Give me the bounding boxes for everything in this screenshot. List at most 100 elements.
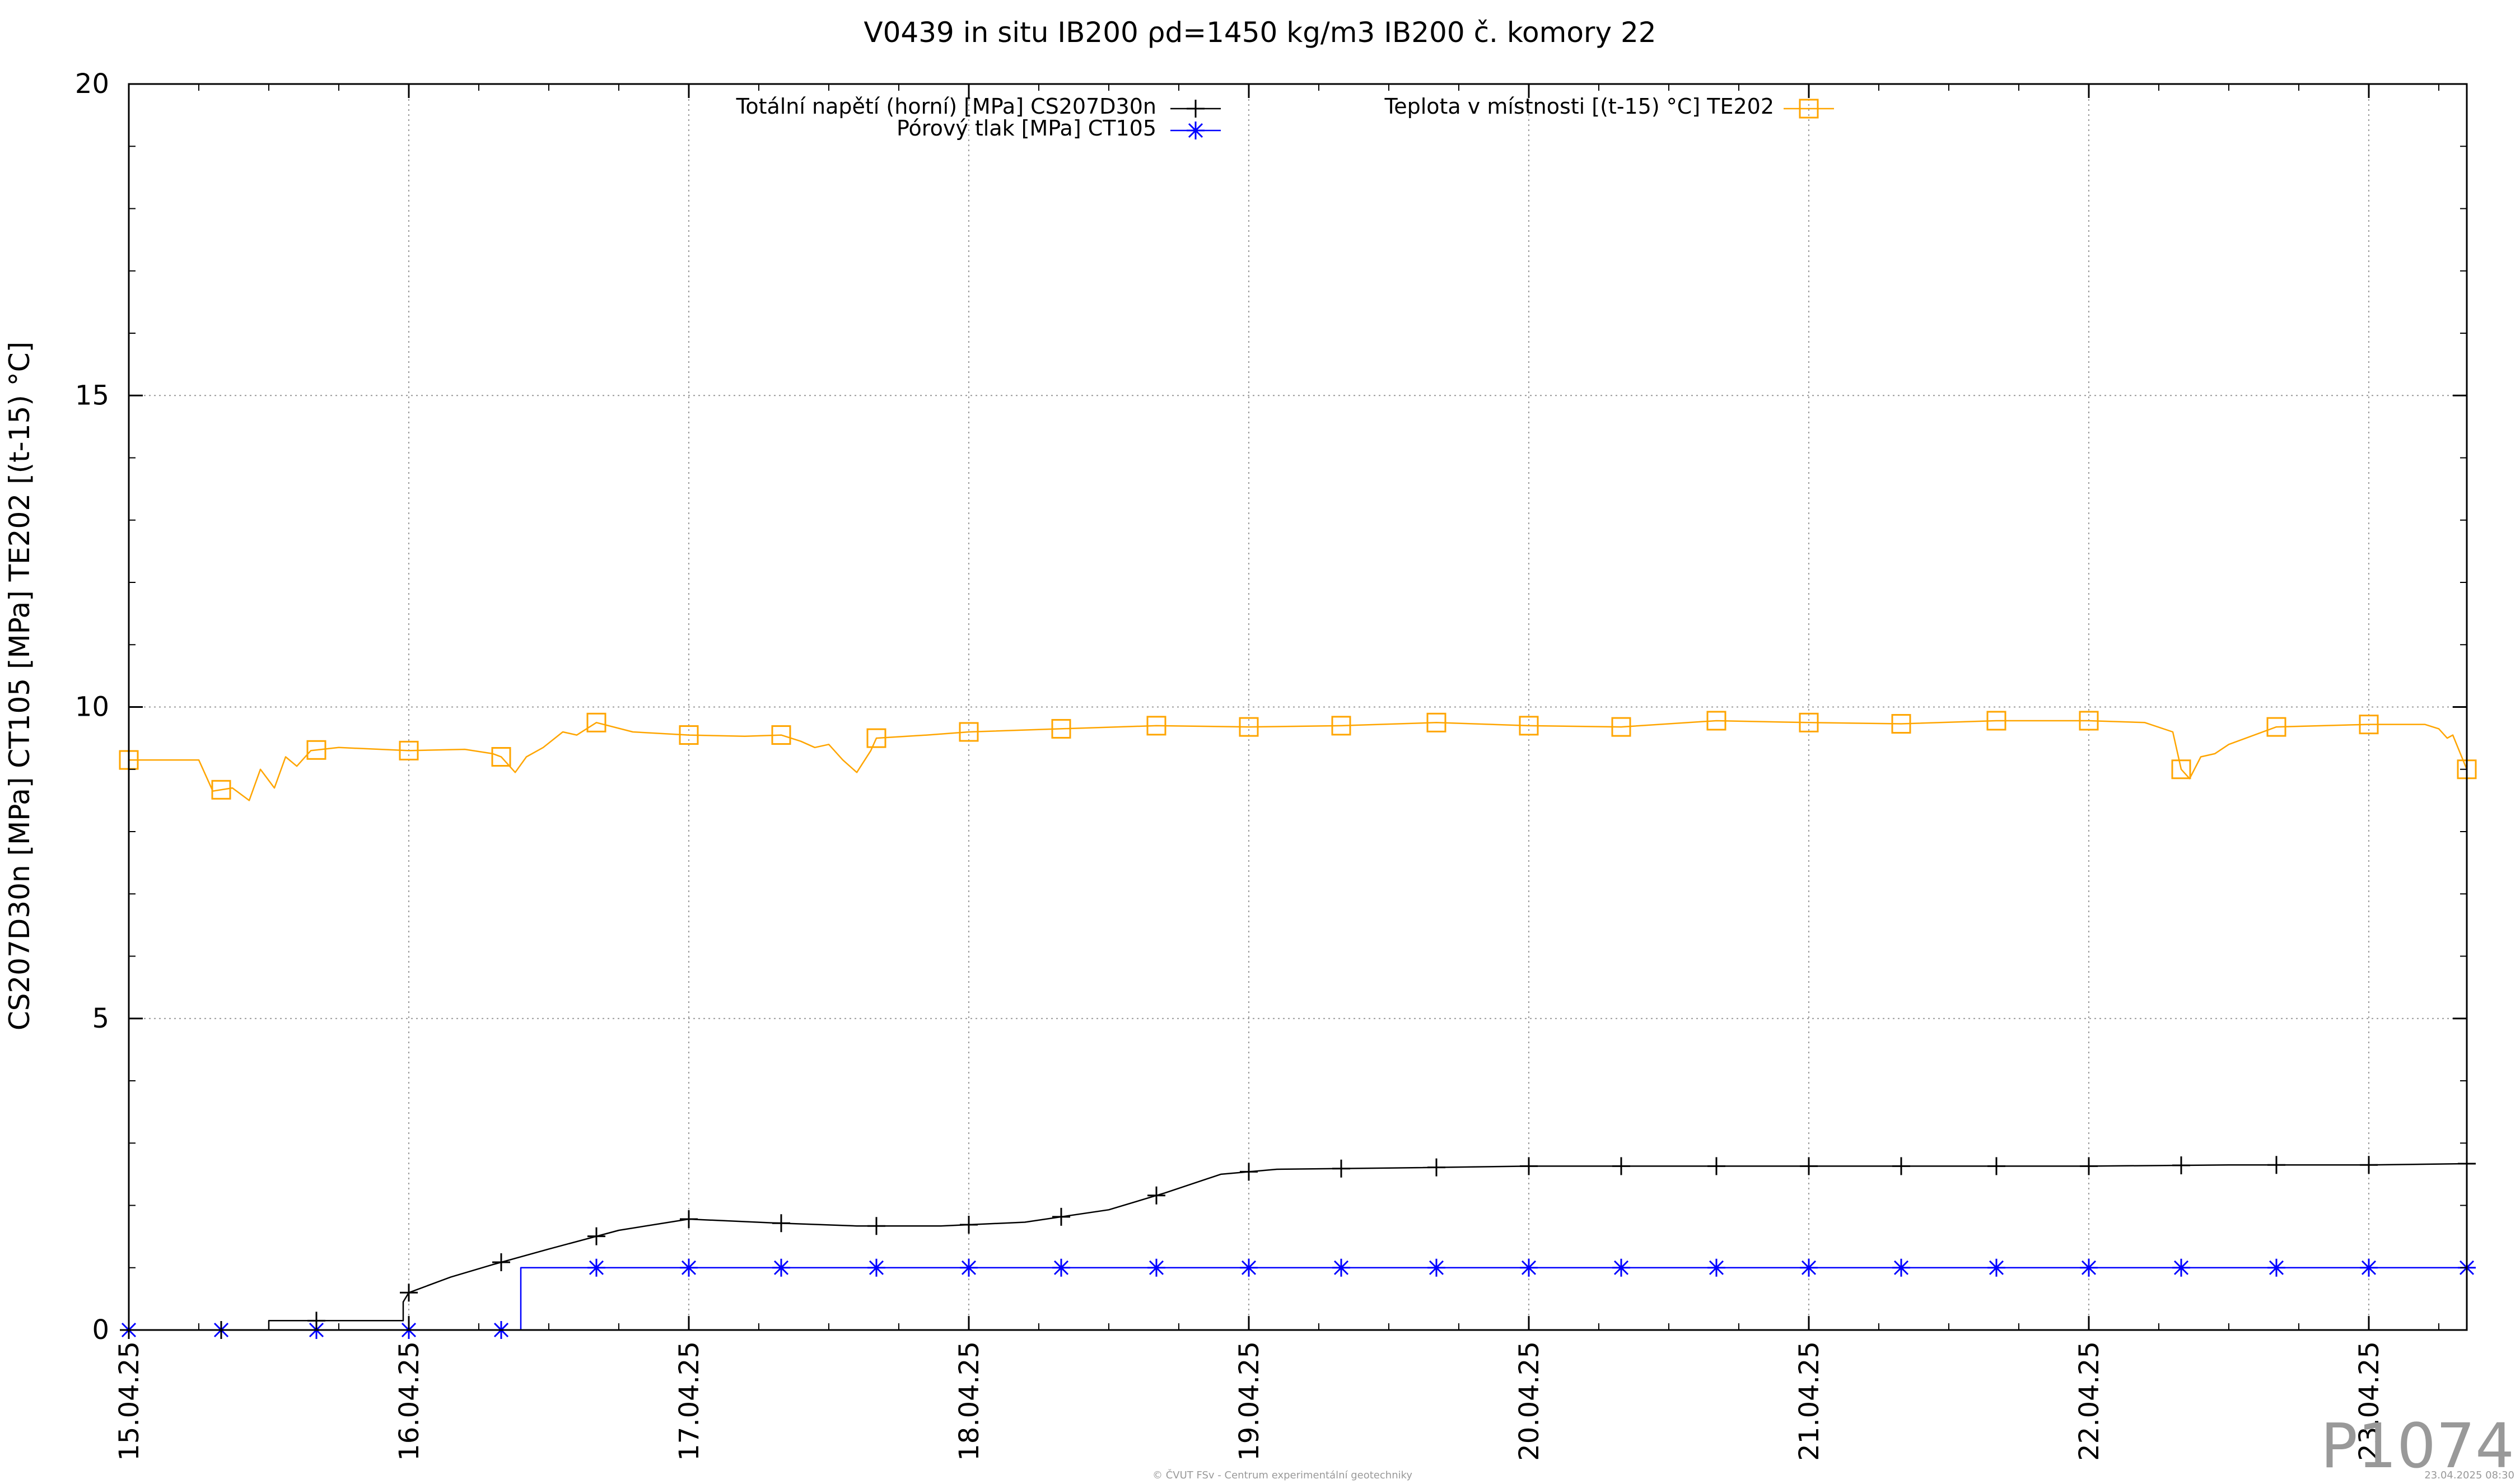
x-tick-label: 23.04.25 — [2354, 1341, 2385, 1461]
legend-label: Totální napětí (horní) [MPa] CS207D30n — [736, 94, 1156, 119]
data-point-marker — [2079, 711, 2099, 731]
data-point-marker — [867, 1217, 885, 1235]
x-tick-label: 18.04.25 — [954, 1341, 985, 1461]
data-point-marker — [1239, 717, 1259, 737]
footer-copyright: © ČVUT FSv - Centrum experimentální geot… — [1152, 1469, 1412, 1481]
series-line — [129, 1163, 2467, 1331]
data-point-marker — [1051, 718, 1071, 739]
grid-layer — [129, 84, 2467, 1330]
footer-timestamp: 23.04.2025 08:30 — [2424, 1469, 2514, 1481]
data-point-marker — [587, 1258, 605, 1277]
data-point-marker — [211, 780, 231, 800]
data-point-marker — [1520, 1258, 1538, 1277]
data-point-marker — [1612, 1258, 1630, 1277]
data-point-marker — [1707, 1258, 1725, 1277]
data-point-marker — [1052, 1258, 1070, 1277]
data-point-marker — [1707, 1157, 1725, 1175]
data-point-marker — [1519, 716, 1539, 736]
y-tick-label: 10 — [75, 692, 109, 723]
data-point-marker — [2172, 1258, 2190, 1277]
x-tick-label: 20.04.25 — [1514, 1341, 1545, 1461]
data-point-marker — [1332, 1258, 1350, 1277]
data-point-marker — [2080, 1157, 2098, 1175]
data-point-marker — [867, 1258, 885, 1277]
data-point-marker — [2172, 1156, 2190, 1174]
legend-marker — [1187, 100, 1205, 118]
legend-marker — [1187, 122, 1205, 139]
chart-title: V0439 in situ IB200 ρd=1450 kg/m3 IB200 … — [864, 16, 1656, 49]
data-point-marker — [960, 1258, 978, 1277]
data-point-marker — [1799, 712, 1819, 732]
data-point-marker — [959, 722, 979, 742]
data-point-marker — [2267, 1258, 2285, 1277]
data-point-marker — [1892, 1157, 1910, 1175]
y-tick-label: 15 — [75, 380, 109, 411]
data-point-marker — [1240, 1258, 1258, 1277]
data-point-marker — [1427, 1258, 1445, 1277]
data-point-marker — [1891, 714, 1911, 734]
data-point-marker — [1052, 1207, 1070, 1226]
x-tick-label: 16.04.25 — [394, 1341, 425, 1461]
data-point-marker — [1426, 712, 1446, 732]
legend-entry: Totální napětí (horní) [MPa] CS207D30n — [736, 94, 1221, 119]
data-point-marker — [587, 1227, 605, 1245]
data-point-marker — [1147, 1258, 1165, 1277]
data-point-marker — [679, 725, 699, 745]
data-point-marker — [2360, 1156, 2378, 1174]
data-point-marker — [2171, 759, 2191, 780]
data-point-marker — [492, 1253, 510, 1272]
data-point-marker — [1892, 1258, 1910, 1277]
data-point-marker — [491, 747, 511, 767]
data-point-marker — [772, 1258, 790, 1277]
data-point-marker — [866, 728, 886, 748]
data-point-marker — [2266, 717, 2286, 737]
legend-marker — [1799, 99, 1819, 119]
data-point-marker — [586, 712, 606, 732]
data-point-marker — [2360, 1258, 2378, 1277]
data-point-marker — [1147, 1186, 1165, 1205]
watermark: P1074 — [2321, 1410, 2514, 1482]
x-tick-label: 15.04.25 — [114, 1341, 145, 1461]
x-tick-label: 19.04.25 — [1234, 1341, 1265, 1461]
data-point-marker — [1986, 711, 2006, 731]
data-point-marker — [1800, 1258, 1818, 1277]
data-point-marker — [680, 1258, 698, 1277]
data-point-marker — [2267, 1156, 2285, 1174]
y-axis-title: CS207D30n [MPa] CT105 [MPa] TE202 [(t-15… — [3, 342, 36, 1030]
data-point-marker — [2359, 715, 2379, 735]
y-tick-label: 20 — [75, 68, 109, 100]
series-plus — [120, 1154, 2476, 1339]
x-tick-label: 17.04.25 — [674, 1341, 705, 1461]
data-point-marker — [1240, 1163, 1258, 1181]
y-tick-label: 5 — [92, 1003, 109, 1034]
x-tick-label: 21.04.25 — [1794, 1341, 1825, 1461]
data-point-marker — [307, 1312, 325, 1330]
legend-label: Teplota v místnosti [(t-15) °C] TE202 — [1384, 94, 1774, 119]
data-point-marker — [400, 1284, 418, 1302]
data-point-marker — [680, 1210, 698, 1228]
data-point-marker — [1520, 1157, 1538, 1175]
data-point-marker — [2080, 1258, 2098, 1277]
data-point-marker — [1427, 1158, 1445, 1177]
series-square — [119, 711, 2477, 801]
data-point-marker — [1987, 1258, 2005, 1277]
legend-label: Pórový tlak [MPa] CT105 — [897, 116, 1156, 141]
data-point-marker — [960, 1215, 978, 1234]
data-point-marker — [1612, 1157, 1630, 1175]
tick-layer: 0 5 10 15 20 15.04.25 16.04.25 17.04.25 18.04.25… — [75, 68, 2467, 1461]
data-point-marker — [1706, 711, 1726, 731]
y-tick-label: 0 — [92, 1314, 109, 1346]
data-point-marker — [771, 725, 791, 745]
data-point-marker — [1800, 1157, 1818, 1175]
data-point-marker — [306, 740, 326, 760]
data-point-marker — [1146, 716, 1166, 736]
legend-entry: Teplota v místnosti [(t-15) °C] TE202 — [1384, 94, 1834, 119]
data-point-marker — [1332, 1159, 1350, 1178]
data-point-marker — [399, 740, 419, 760]
legend-entry: Pórový tlak [MPa] CT105 — [897, 116, 1221, 141]
data-point-marker — [1987, 1157, 2005, 1175]
data-point-marker — [1611, 717, 1631, 737]
legend: Totální napětí (horní) [MPa] CS207D30nPó… — [736, 94, 1834, 141]
